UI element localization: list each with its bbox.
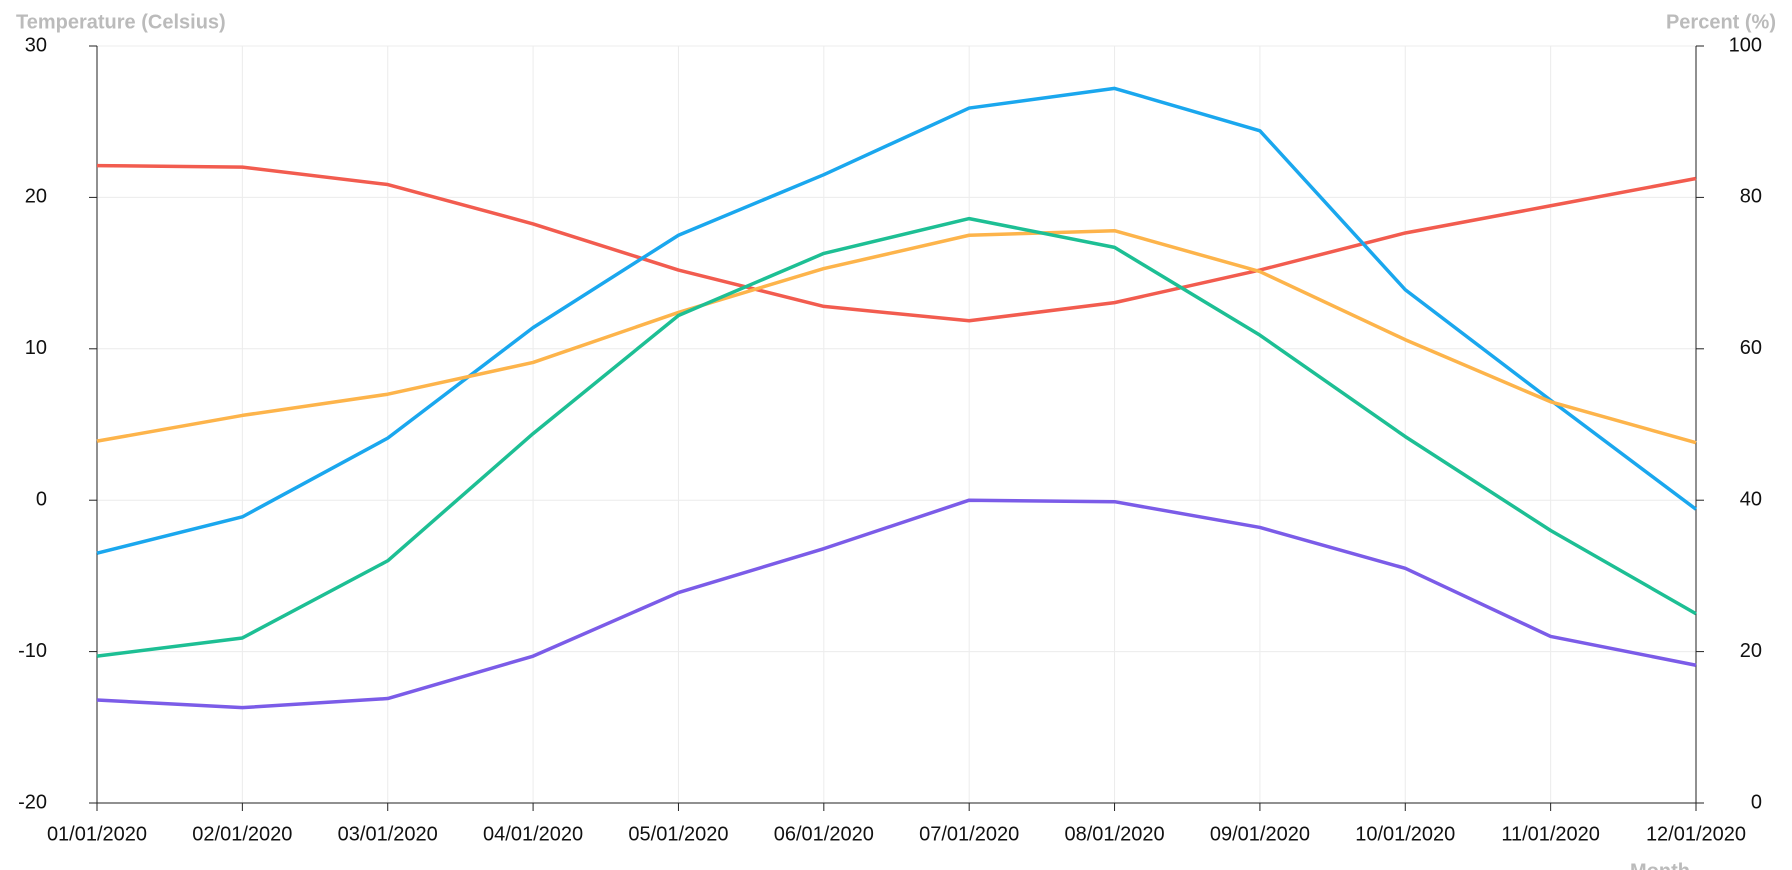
y-tick-label: -20 [18, 791, 47, 813]
series-line [96, 216, 1697, 658]
y2-tick-label: 20 [1740, 640, 1762, 662]
x-tick-label: 06/01/2020 [774, 823, 874, 845]
x-tick-label: 05/01/2020 [628, 823, 728, 845]
x-tick-label: 04/01/2020 [483, 823, 583, 845]
x-tick-label: 07/01/2020 [919, 823, 1019, 845]
y-tick-label: 0 [36, 488, 47, 510]
y2-tick-label: 60 [1740, 337, 1762, 359]
x-tick-label: 08/01/2020 [1064, 823, 1164, 845]
x-tick-label: 12/01/2020 [1646, 823, 1746, 845]
x-tick-label: 10/01/2020 [1355, 823, 1455, 845]
x-tick-label: 02/01/2020 [192, 823, 292, 845]
y-tick-label: 20 [25, 186, 47, 208]
series-line [96, 498, 1697, 710]
series-line [96, 228, 1697, 445]
y2-tick-label: 40 [1740, 488, 1762, 510]
y2-axis-title: Percent (%) [1666, 11, 1776, 33]
x-tick-label: 01/01/2020 [47, 823, 147, 845]
x-tick-label: 09/01/2020 [1210, 823, 1310, 845]
x-tick-label: 03/01/2020 [338, 823, 438, 845]
y-tick-label: -10 [18, 640, 47, 662]
y2-tick-label: 0 [1751, 791, 1762, 813]
x-axis-title: Month [1630, 860, 1690, 870]
y2-tick-label: 80 [1740, 186, 1762, 208]
y-tick-label: 10 [25, 337, 47, 359]
y-tick-label: 30 [25, 34, 47, 56]
series-line [96, 163, 1697, 323]
series-line [96, 86, 1698, 555]
y-axis-title: Temperature (Celsius) [16, 11, 226, 33]
x-tick-label: 11/01/2020 [1501, 823, 1600, 845]
y2-tick-label: 100 [1729, 34, 1762, 56]
